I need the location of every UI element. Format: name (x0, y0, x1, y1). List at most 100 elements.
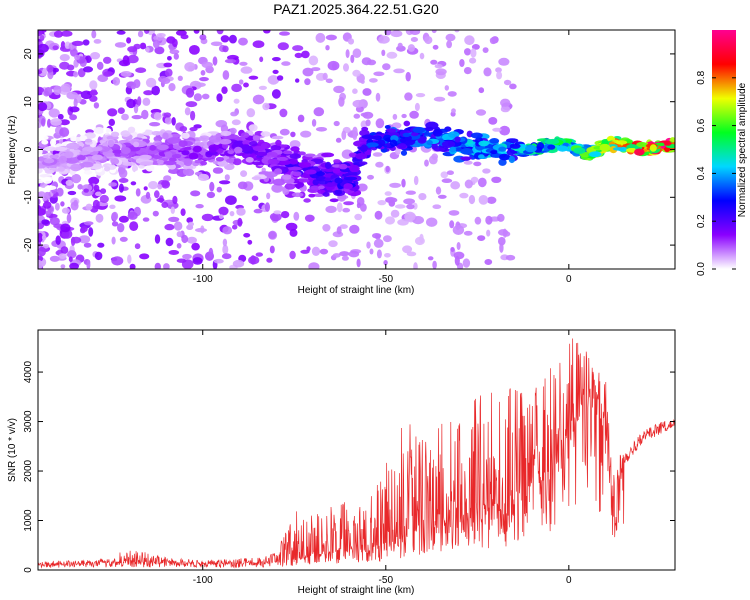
spectrogram-noise-blob (352, 69, 361, 77)
spectrogram-noise-blob (426, 217, 438, 227)
spectrogram-noise-blob (262, 102, 270, 111)
spectrogram-ridge-blob (343, 201, 354, 206)
snr-x-label: Height of straight line (km) (298, 585, 415, 596)
spectrogram-ridge-blob (509, 143, 521, 149)
spectrogram-ridge-blob (276, 156, 289, 161)
spectrogram-noise-blob (475, 109, 487, 116)
spectrogram-noise-blob (448, 210, 460, 216)
spectrogram-ridge-blob (127, 126, 136, 133)
spectrogram-noise-blob (118, 183, 124, 193)
spectrogram-ridge-blob (184, 168, 195, 176)
spectrogram-noise-blob (48, 108, 60, 118)
spectrogram-noise-blob (67, 250, 77, 259)
spectrogram-noise-blob (163, 263, 170, 269)
spectrogram-noise-blob (116, 30, 126, 35)
spectrogram-noise-blob (192, 257, 203, 265)
spectrogram-ridge-blob (226, 158, 235, 163)
spectrogram-noise-blob (193, 93, 202, 102)
spectrogram-noise-blob (93, 102, 100, 109)
spectrogram-ridge-blob (240, 132, 250, 139)
spectrogram-ridge-blob (355, 153, 368, 160)
spectrogram-noise-blob (222, 238, 228, 247)
spectrogram-noise-blob (103, 71, 114, 76)
spectrogram-noise-blob (165, 68, 173, 77)
spectrogram-noise-blob (190, 190, 201, 197)
spectrogram-noise-blob (38, 198, 41, 205)
spectrogram-ridge-blob (433, 147, 446, 152)
spectrogram-noise-blob (474, 216, 482, 225)
spectrogram-ridge-blob (344, 176, 358, 181)
spectrogram-ridge-blob (271, 135, 284, 140)
spectrogram-ridge-blob (282, 150, 293, 155)
spectrogram-noise-blob (142, 97, 151, 106)
spectrogram-noise-blob (38, 70, 43, 75)
spectrogram-ridge-blob (249, 141, 258, 147)
spectrogram-ridge-blob (279, 160, 291, 166)
spectrogram-noise-blob (463, 160, 473, 165)
spectrogram-noise-blob (271, 89, 281, 99)
spectrogram-ridge-blob (324, 161, 332, 169)
spectrogram-ridge-blob (384, 125, 391, 129)
spectrogram-noise-blob (208, 247, 214, 258)
spectrogram-noise-blob (293, 211, 300, 221)
spectrogram-noise-blob (55, 235, 61, 245)
spectrogram-noise-blob (49, 217, 60, 226)
spectrogram-noise-blob (153, 112, 162, 121)
spectrogram-noise-blob (114, 42, 127, 48)
spectrogram-ridge-blob (192, 145, 202, 153)
spectrogram-noise-blob (121, 113, 129, 121)
spectrogram-noise-blob (126, 98, 136, 109)
spectrogram-noise-blob (89, 90, 98, 96)
spectrogram-noise-blob (96, 61, 104, 70)
spectrogram-ridge-blob (103, 127, 112, 134)
spectrogram-ridge-blob (145, 164, 155, 172)
spectrogram-noise-blob (180, 208, 186, 216)
spectrogram-noise-blob (369, 78, 378, 83)
spectrogram-noise-blob (190, 110, 196, 121)
spectrogram-noise-blob (454, 30, 460, 33)
spectrogram-noise-blob (300, 130, 312, 138)
spectrogram-noise-blob (135, 188, 141, 197)
spectrogram-ridge-blob (298, 161, 312, 168)
spectrogram-noise-blob (349, 224, 360, 234)
y-tick-label: 4000 (23, 361, 34, 384)
spectrogram-ridge-blob (272, 178, 286, 186)
spectrogram-noise-blob (49, 255, 60, 262)
spectrogram-ridge-blob (110, 158, 120, 165)
spectrogram-ridge-blob (284, 182, 296, 190)
spectrogram-noise-blob (302, 67, 314, 77)
spectrogram-noise-blob (185, 101, 198, 108)
spectrogram-noise-blob (168, 216, 180, 222)
spectrogram-noise-blob (397, 219, 409, 226)
spectrogram-ridge-blob (41, 139, 49, 145)
snr-line (38, 338, 675, 569)
spectrogram-ridge-blob (649, 144, 657, 152)
spectrogram-noise-blob (325, 34, 337, 41)
spectrogram-noise-blob (435, 186, 442, 195)
spectrogram-noise-blob (176, 231, 183, 238)
spectrogram-ridge-blob (172, 144, 181, 150)
spectrogram-ridge-blob (318, 180, 329, 185)
x-tick-label: 0 (566, 575, 572, 586)
y-tick-label: -10 (23, 190, 34, 205)
spectrogram-noise-blob (397, 42, 403, 48)
spectrogram-noise-blob (407, 44, 415, 52)
spectrogram-ridge-blob (324, 177, 332, 182)
spectrogram-noise-blob (414, 236, 425, 246)
spectrogram-noise-blob (446, 40, 452, 49)
spectrogram-noise-blob (268, 231, 277, 239)
spectrogram-noise-blob (450, 181, 461, 190)
spectrogram-noise-blob (259, 56, 264, 63)
spectrogram-noise-blob (224, 58, 237, 64)
spectrogram-noise-blob (503, 79, 512, 86)
spectrogram-noise-blob (356, 202, 361, 209)
spectrogram-noise-blob (199, 34, 207, 41)
spectrogram-ridge-blob (53, 146, 67, 152)
spectrogram-noise-blob (297, 114, 305, 123)
spectrogram-ridge-blob (227, 150, 235, 155)
spectrogram-ridge-blob (122, 161, 136, 166)
spectrogram-noise-blob (315, 32, 326, 43)
spectrogram-ridge-blob (157, 159, 165, 165)
spectrogram-noise-blob (405, 190, 416, 195)
spectrogram-noise-blob (117, 107, 125, 114)
